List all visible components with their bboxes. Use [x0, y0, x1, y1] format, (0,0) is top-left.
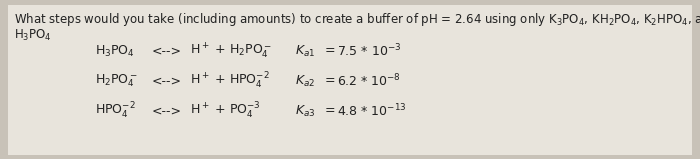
Text: =: = [325, 75, 335, 87]
Text: $K_{a3}$: $K_{a3}$ [295, 104, 316, 119]
Text: <-->: <--> [152, 75, 182, 87]
Text: H$_3$PO$_4$: H$_3$PO$_4$ [95, 43, 135, 59]
Text: $K_{a1}$: $K_{a1}$ [295, 43, 315, 59]
Text: What steps would you take (including amounts) to create a buffer of pH = 2.64 us: What steps would you take (including amo… [14, 11, 700, 28]
Text: H$_3$PO$_4$: H$_3$PO$_4$ [14, 28, 52, 43]
Text: 4.8 * 10$^{-13}$: 4.8 * 10$^{-13}$ [337, 103, 407, 119]
Text: H$_2$PO$_4^-$: H$_2$PO$_4^-$ [95, 73, 138, 89]
Text: =: = [325, 104, 335, 118]
FancyBboxPatch shape [8, 5, 692, 155]
Text: <-->: <--> [152, 45, 182, 58]
Text: H$^+$ + HPO$_4^{-2}$: H$^+$ + HPO$_4^{-2}$ [190, 71, 270, 91]
Text: 6.2 * 10$^{-8}$: 6.2 * 10$^{-8}$ [337, 73, 401, 89]
Text: 7.5 * 10$^{-3}$: 7.5 * 10$^{-3}$ [337, 43, 401, 59]
Text: HPO$_4^{-2}$: HPO$_4^{-2}$ [95, 101, 136, 121]
Text: =: = [325, 45, 335, 58]
Text: H$^+$ + PO$_4^{-3}$: H$^+$ + PO$_4^{-3}$ [190, 101, 260, 121]
Text: H$^+$ + H$_2$PO$_4^-$: H$^+$ + H$_2$PO$_4^-$ [190, 42, 272, 60]
Text: $K_{a2}$: $K_{a2}$ [295, 73, 315, 89]
Text: <-->: <--> [152, 104, 182, 118]
